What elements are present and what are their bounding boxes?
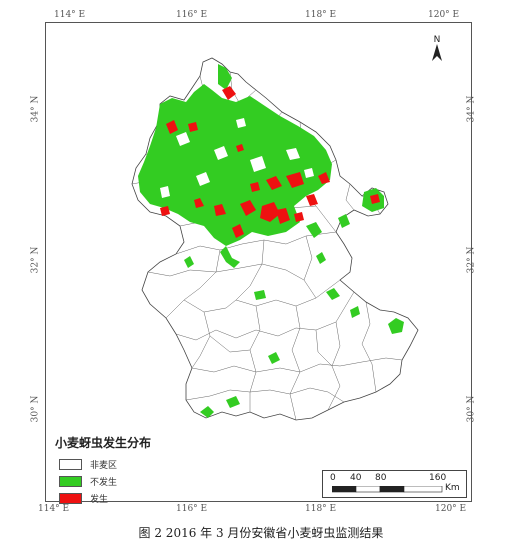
legend-item-non-wheat: 非麦区 bbox=[55, 457, 205, 472]
scale-label-0: 0 bbox=[330, 473, 336, 483]
scale-bar-graphic bbox=[332, 486, 443, 493]
legend-swatch bbox=[59, 493, 82, 504]
legend-label: 非麦区 bbox=[90, 461, 118, 471]
north-arrow: N bbox=[430, 33, 444, 63]
top-tick-118: 118° E bbox=[305, 10, 337, 20]
bottom-tick-116: 116° E bbox=[176, 504, 208, 514]
scale-label-80: 80 bbox=[375, 473, 387, 483]
scale-label-40: 40 bbox=[350, 473, 362, 483]
scale-unit: Km bbox=[445, 483, 460, 493]
bottom-tick-118: 118° E bbox=[305, 504, 337, 514]
legend-label: 发生 bbox=[90, 495, 109, 505]
scale-bar: 0 40 80 160 Km bbox=[322, 470, 467, 498]
bottom-tick-120: 120° E bbox=[435, 504, 467, 514]
legend-title: 小麦蚜虫发生分布 bbox=[55, 436, 152, 450]
figure-caption: 图 2 2016 年 3 月份安徽省小麦蚜虫监测结果 bbox=[138, 526, 384, 540]
legend: 小麦蚜虫发生分布 非麦区 不发生 发生 bbox=[55, 434, 205, 508]
top-tick-114: 114° E bbox=[54, 10, 86, 20]
north-label: N bbox=[434, 35, 441, 45]
legend-swatch bbox=[59, 476, 82, 487]
top-tick-116: 116° E bbox=[176, 10, 208, 20]
scale-label-160: 160 bbox=[429, 473, 447, 483]
occurrence-areas bbox=[160, 86, 380, 238]
north-arrow-icon bbox=[432, 44, 442, 61]
no-occurrence-areas bbox=[138, 64, 404, 418]
top-tick-120: 120° E bbox=[428, 10, 460, 20]
legend-item-no-occurrence: 不发生 bbox=[55, 474, 205, 489]
bottom-tick-114: 114° E bbox=[38, 504, 70, 514]
non-wheat-gaps bbox=[160, 118, 314, 198]
legend-label: 不发生 bbox=[90, 478, 118, 488]
legend-item-occurrence: 发生 bbox=[55, 491, 205, 506]
legend-swatch bbox=[59, 459, 82, 470]
